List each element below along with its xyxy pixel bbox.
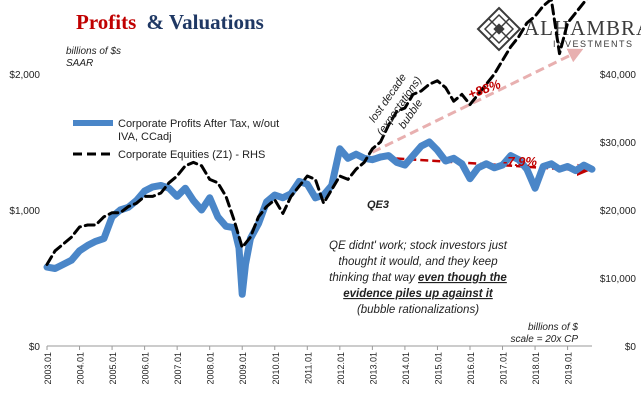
x-tick-label: 2015.01	[433, 352, 443, 385]
x-tick-label: 2006.01	[141, 352, 151, 385]
legend-label-profits-1: Corporate Profits After Tax, w/out	[118, 118, 279, 130]
x-axis: 2003.01 2004.01 2005.01 2006.01 2007.01 2008.…	[43, 345, 592, 385]
x-tick-label: 2014.01	[401, 352, 411, 385]
y-right-tick-label: $0	[625, 342, 637, 353]
x-tick-label: 2004.01	[76, 352, 86, 385]
alhambra-logo: ALHAMBRA INVESTMENTS	[476, 6, 641, 52]
x-tick-label: 2007.01	[173, 352, 183, 385]
series-group	[43, 0, 596, 298]
series-line-equities	[45, 0, 588, 266]
legend-label-equities: Corporate Equities (Z1) - RHS	[118, 149, 265, 161]
title-rest: & Valuations	[147, 10, 264, 34]
x-tick-label: 2018.01	[531, 352, 541, 385]
note-line-5: (bubble rationalizations)	[357, 304, 479, 316]
x-tick-label: 2005.01	[108, 352, 118, 385]
y-right-tick-label: $30,000	[600, 138, 637, 149]
y-right-tick-label: $20,000	[600, 206, 637, 217]
bubble-annotation: lost decade (expectations) bubble	[367, 72, 425, 138]
profit-change-label: -7.9%	[503, 154, 537, 169]
x-tick-label: 2017.01	[499, 352, 509, 385]
y-left-tick-label: $1,000	[9, 206, 40, 217]
commentary-note: QE didnt' work; stock investors just tho…	[329, 240, 508, 316]
brand-name: ALHAMBRA	[524, 16, 641, 40]
note-line-2: thought it would, and they keep	[338, 256, 498, 268]
note-line-4: evidence piles up against it	[343, 288, 494, 300]
y-right-tick-label: $40,000	[600, 70, 637, 81]
title-red: Profits	[76, 10, 136, 34]
chart-title: Profits & Valuations	[76, 10, 264, 34]
qe3-label: QE3	[367, 199, 389, 211]
note-line-3a: thinking that way	[329, 272, 418, 284]
legend-label-profits-2: IVA, CCadj	[118, 131, 172, 143]
y-left-tick-label: $2,000	[9, 70, 40, 81]
note-line-3b: even though the	[418, 272, 507, 284]
left-unit-label-2: SAAR	[66, 58, 93, 69]
x-tick-label: 2012.01	[336, 352, 346, 385]
equity-trend-arrow	[371, 48, 584, 154]
x-tick-label: 2008.01	[206, 352, 216, 385]
x-tick-label: 2016.01	[466, 352, 476, 385]
y-right-tick-label: $10,000	[600, 274, 637, 285]
note-line-3: thinking that way even though the	[329, 272, 507, 284]
note-line-1: QE didnt' work; stock investors just	[329, 240, 508, 252]
trend-arrows	[371, 48, 590, 177]
brand-sub: INVESTMENTS	[553, 39, 634, 49]
y-right-axis: $0 $10,000 $20,000 $30,000 $40,000	[600, 70, 637, 353]
equity-change-label: +88%	[466, 76, 503, 102]
x-tick-label: 2010.01	[271, 352, 281, 385]
alhambra-emblem-icon	[476, 6, 522, 52]
x-tick-label: 2011.01	[303, 352, 313, 384]
y-left-axis: $0 $1,000 $2,000	[9, 70, 40, 353]
x-tick-label: 2003.01	[43, 352, 53, 385]
right-unit-label-1: billions of $	[528, 322, 578, 333]
series-line-profits	[43, 138, 596, 298]
x-tick-label: 2009.01	[238, 352, 248, 385]
x-tick-label: 2013.01	[368, 352, 378, 385]
y-left-tick-label: $0	[29, 342, 41, 353]
right-unit-label-2: scale = 20x CP	[510, 334, 578, 345]
x-tick-label: 2019.01	[564, 352, 574, 385]
legend: Corporate Profits After Tax, w/out IVA, …	[73, 118, 279, 161]
left-unit-label-1: billions of $s	[66, 46, 121, 57]
